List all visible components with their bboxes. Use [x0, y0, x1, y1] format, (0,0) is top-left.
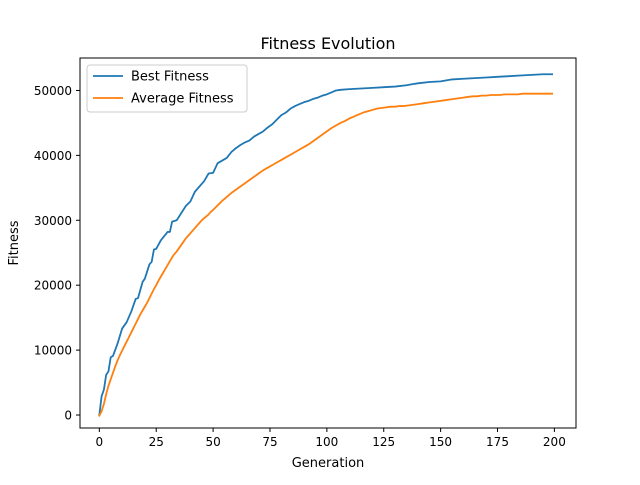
legend-label-best-fitness: Best Fitness	[131, 70, 209, 85]
legend-label-average-fitness: Average Fitness	[131, 92, 234, 107]
x-tick-label: 150	[429, 435, 452, 449]
x-tick-label: 200	[543, 435, 566, 449]
y-tick-label: 40000	[34, 149, 72, 163]
series-lines	[98, 73, 554, 417]
legend: Best Fitness Average Fitness	[86, 64, 248, 113]
series-line-best-fitness	[98, 73, 554, 417]
y-axis-label: Fitness	[7, 220, 22, 265]
axis-ticks: 0 25 50 75 100 125 150 175 200 0 10000 20000 30000 40…	[34, 84, 566, 449]
x-tick-label: 75	[262, 435, 277, 449]
y-tick-label: 50000	[34, 84, 72, 98]
y-tick-label: 0	[64, 409, 72, 423]
y-tick-label: 10000	[34, 344, 72, 358]
x-tick-label: 125	[372, 435, 395, 449]
x-tick-label: 100	[315, 435, 338, 449]
x-tick-label: 0	[96, 435, 104, 449]
series-line-average-fitness	[98, 92, 554, 417]
y-tick-label: 30000	[34, 214, 72, 228]
legend-box	[86, 64, 248, 113]
x-axis-label: Generation	[292, 456, 365, 471]
x-tick-label: 25	[149, 435, 164, 449]
chart-title: Fitness Evolution	[260, 34, 395, 53]
plot-frame	[79, 57, 577, 429]
x-tick-label: 50	[205, 435, 220, 449]
x-tick-label: 175	[486, 435, 509, 449]
y-tick-label: 20000	[34, 279, 72, 293]
